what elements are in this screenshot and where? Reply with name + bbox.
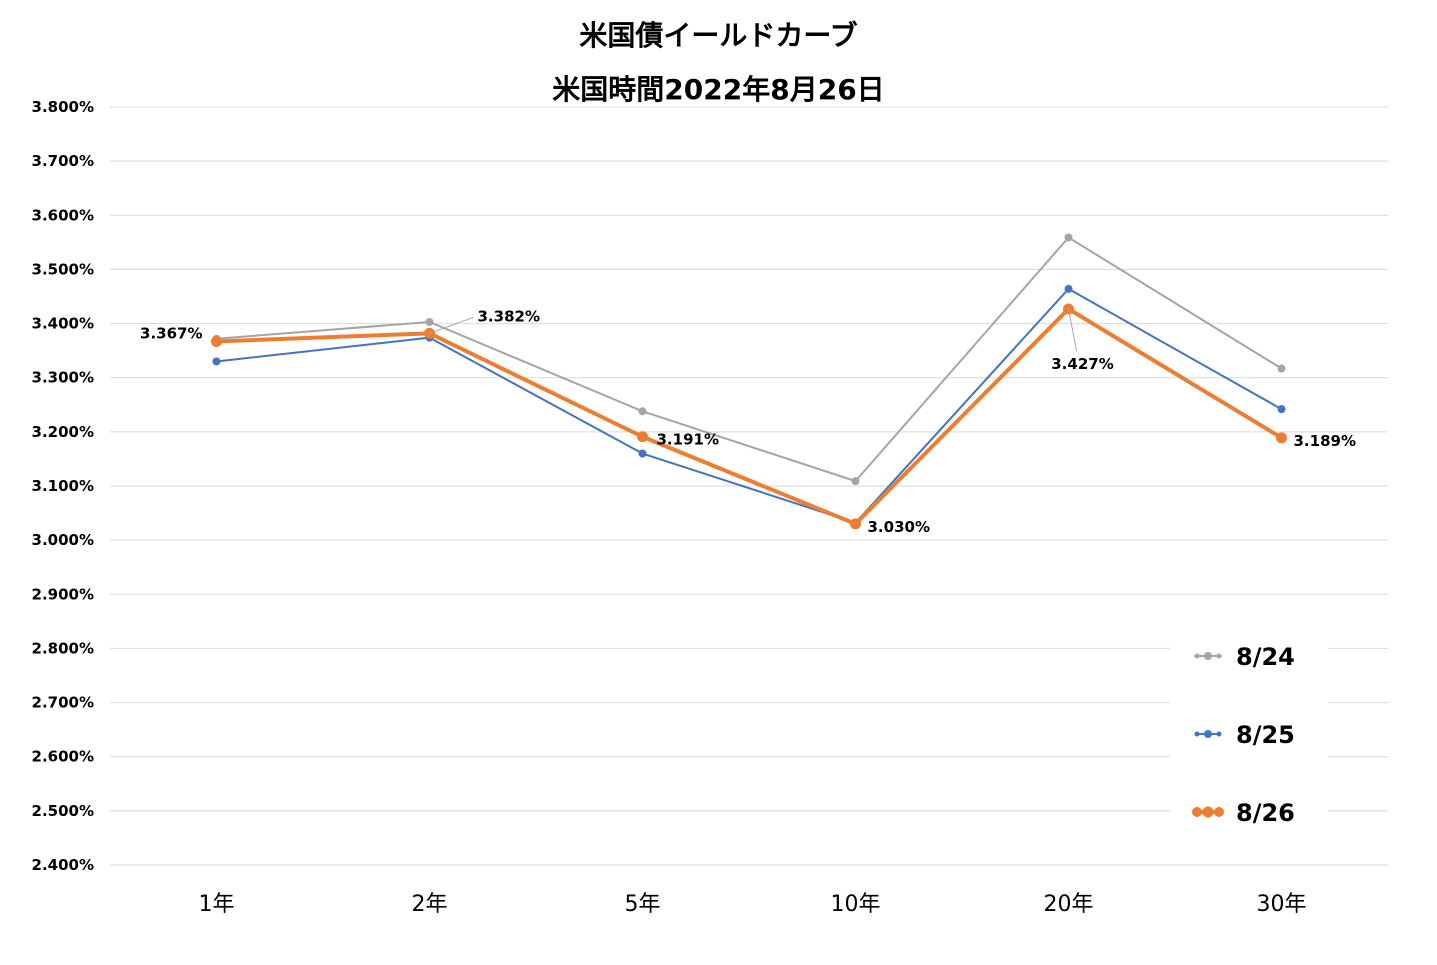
y-axis-ticks: 3.800% 3.700% 3.600% 3.500% 3.400% 3.300% 3.20… (32, 98, 94, 874)
x-tick-label: 2年 (412, 892, 448, 917)
data-label: 3.189% (1294, 432, 1356, 450)
data-point (638, 449, 647, 458)
x-tick-label: 10年 (831, 892, 881, 917)
series-line (216, 236, 1283, 483)
data-point (637, 431, 648, 443)
label-leader (429, 316, 474, 334)
data-labels: 3.367% 3.382% 3.191% 3.030% 3.427% 3.189% (140, 307, 1356, 536)
series-8-24 (212, 233, 1286, 486)
series-8-26 (211, 303, 1287, 530)
y-tick-label: 3.200% (32, 423, 94, 441)
x-tick-label: 5年 (625, 892, 661, 917)
data-point (1277, 364, 1286, 373)
y-tick-label: 3.100% (32, 477, 94, 495)
legend-item: 8/24 (1194, 643, 1295, 671)
data-point (638, 407, 647, 416)
legend-item: 8/25 (1194, 721, 1295, 749)
y-tick-label: 2.600% (32, 748, 94, 766)
y-tick-label: 2.400% (32, 856, 94, 874)
series-line (216, 306, 1283, 526)
legend-item: 8/26 (1192, 799, 1295, 827)
y-tick-label: 2.700% (32, 694, 94, 712)
data-point (1064, 284, 1073, 293)
chart-subtitle: 米国時間2022年8月26日 (552, 73, 885, 106)
y-tick-label: 3.000% (32, 531, 94, 549)
y-tick-label: 3.500% (32, 260, 94, 278)
data-point (212, 357, 221, 366)
legend-swatch-dot (1216, 731, 1222, 737)
legend-swatch-dot (1204, 730, 1212, 738)
y-tick-label: 3.700% (32, 152, 94, 170)
y-tick-label: 2.900% (32, 585, 94, 603)
data-point (1064, 233, 1073, 242)
data-point (851, 477, 860, 486)
legend-label: 8/25 (1236, 721, 1295, 749)
legend-swatch-dot (1194, 731, 1200, 737)
y-tick-label: 3.400% (32, 315, 94, 333)
y-tick-label: 2.800% (32, 639, 94, 657)
legend-swatch-dot (1202, 806, 1214, 818)
chart-title: 米国債イールドカーブ (579, 19, 858, 52)
data-point (211, 335, 222, 347)
data-label: 3.191% (657, 431, 719, 449)
x-tick-label: 1年 (199, 892, 235, 917)
series-8-25 (212, 284, 1286, 527)
series-line (216, 287, 1282, 524)
data-point (1276, 432, 1287, 444)
legend-swatch-dot (1216, 653, 1222, 659)
data-label: 3.367% (140, 324, 202, 342)
data-point (1277, 405, 1286, 414)
data-point (425, 317, 434, 326)
label-leader (1068, 308, 1077, 352)
x-axis-ticks: 1年 2年 5年 10年 20年 30年 (199, 892, 1307, 917)
y-tick-label: 3.600% (32, 206, 94, 224)
legend-label: 8/24 (1236, 643, 1295, 671)
x-tick-label: 30年 (1257, 892, 1307, 917)
data-point (850, 518, 861, 530)
y-tick-label: 2.500% (32, 802, 94, 820)
legend-swatch-dot (1214, 807, 1224, 817)
data-label: 3.030% (868, 518, 930, 536)
y-tick-label: 3.300% (32, 369, 94, 387)
legend-label: 8/26 (1236, 799, 1295, 827)
y-tick-label: 3.800% (32, 98, 94, 116)
legend: 8/24 8/25 8/26 (1170, 628, 1328, 838)
legend-swatch-dot (1204, 652, 1212, 660)
legend-swatch-dot (1192, 807, 1202, 817)
series-lines (211, 233, 1287, 530)
data-label: 3.427% (1051, 355, 1113, 373)
x-tick-label: 20年 (1044, 892, 1094, 917)
data-label: 3.382% (478, 307, 540, 325)
legend-swatch-dot (1194, 653, 1200, 659)
gridlines (110, 106, 1388, 866)
